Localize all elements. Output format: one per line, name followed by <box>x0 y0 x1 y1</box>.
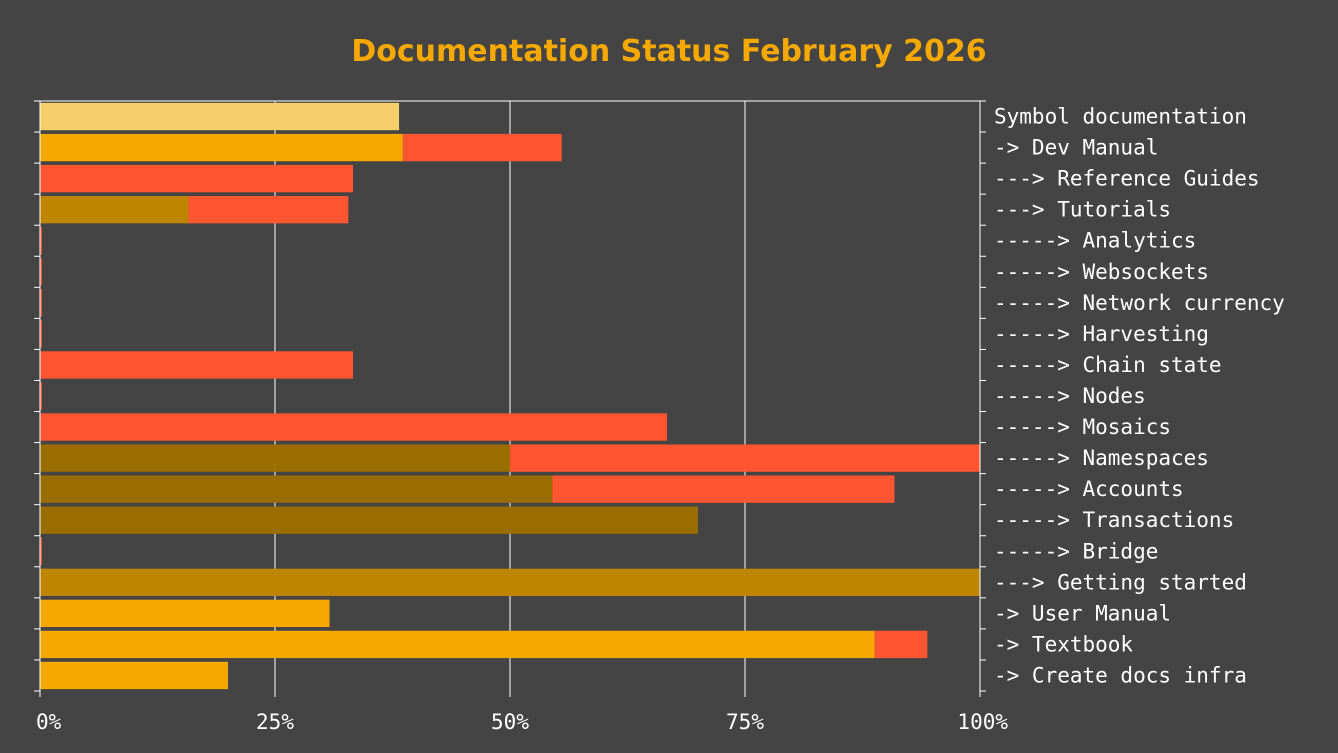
bar-remaining <box>40 413 667 441</box>
bar-done <box>40 568 980 596</box>
x-tick-label: 100% <box>957 710 1008 734</box>
row-label: ---> Getting started <box>994 570 1247 594</box>
bar-done <box>40 661 228 690</box>
bar-remaining <box>874 630 928 659</box>
bar-remaining <box>40 382 42 410</box>
x-tick-labels: 0% 25% 50% 75% 100% <box>36 710 1008 734</box>
chart-title: Documentation Status February 2026 <box>351 34 987 69</box>
bar-remaining <box>402 133 562 162</box>
bar-done <box>40 102 400 131</box>
row-label: ---> Tutorials <box>994 198 1171 222</box>
row-label: Symbol documentation <box>994 105 1247 129</box>
row-label: ---> Reference Guides <box>994 167 1260 191</box>
bar-remaining <box>188 196 349 224</box>
x-tick-label: 50% <box>491 710 529 734</box>
bar-done <box>40 133 403 162</box>
bar-remaining <box>40 164 354 193</box>
row-label: -> User Manual <box>994 601 1171 625</box>
row-label: -----> Chain state <box>994 353 1222 377</box>
row-label: -----> Websockets <box>994 260 1209 284</box>
row-label: -> Create docs infra <box>994 663 1247 687</box>
axes <box>34 100 986 697</box>
bar-done <box>40 444 510 472</box>
bar-remaining <box>40 320 42 348</box>
bar-remaining <box>40 258 42 286</box>
row-label: -----> Mosaics <box>994 415 1171 439</box>
row-label: -----> Analytics <box>994 229 1196 253</box>
x-tick-label: 0% <box>36 710 62 734</box>
bar-remaining <box>40 289 42 317</box>
row-label: -> Textbook <box>994 632 1133 656</box>
row-label: -----> Nodes <box>994 384 1146 408</box>
bar-remaining <box>510 444 980 472</box>
bar-remaining <box>40 227 42 255</box>
bar-done <box>40 630 875 659</box>
row-label: -----> Bridge <box>994 539 1158 563</box>
bar-remaining <box>552 475 895 503</box>
row-label: -----> Network currency <box>994 291 1285 315</box>
row-label: -----> Namespaces <box>994 446 1209 470</box>
bar-remaining <box>40 537 42 565</box>
bars <box>40 102 980 690</box>
bar-done <box>40 506 698 534</box>
row-label: -----> Accounts <box>994 477 1184 501</box>
bar-done <box>40 475 553 503</box>
row-label: -----> Transactions <box>994 508 1234 532</box>
bar-done <box>40 196 189 224</box>
row-labels: Symbol documentation -> Dev Manual ---> Re… <box>994 105 1285 688</box>
row-label: -> Dev Manual <box>994 136 1158 160</box>
x-tick-label: 75% <box>726 710 764 734</box>
bar-done <box>40 599 330 628</box>
bar-remaining <box>40 351 354 379</box>
row-label: -----> Harvesting <box>994 322 1209 346</box>
x-tick-label: 25% <box>256 710 294 734</box>
